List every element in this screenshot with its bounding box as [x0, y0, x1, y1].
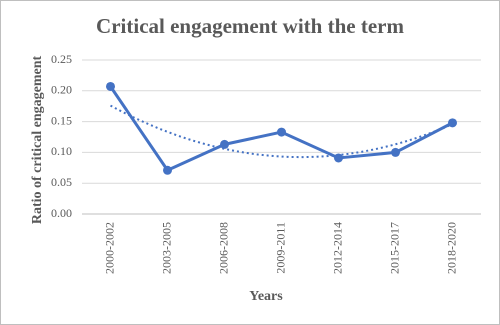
x-tick-label: 2000-2002	[102, 222, 116, 274]
data-point	[106, 81, 115, 91]
trendline	[110, 104, 453, 159]
data-point	[163, 165, 172, 175]
y-tick-label: 0.15	[51, 113, 72, 127]
x-tick-label: 2015-2017	[387, 222, 401, 274]
y-tick-label: 0.25	[51, 52, 72, 66]
data-point	[448, 118, 457, 128]
x-tick-label: 2009-2011	[273, 222, 287, 274]
data-point	[277, 127, 286, 137]
x-tick-label: 2018-2020	[444, 222, 458, 274]
data-point	[334, 153, 343, 163]
x-tick-label: 2012-2014	[330, 222, 344, 274]
x-tick-label: 2003-2005	[159, 222, 173, 274]
y-axis-title: Ratio of critical engagement	[30, 55, 45, 224]
chart-title: Critical engagement with the term	[96, 14, 404, 38]
y-tick-label: 0.05	[51, 175, 72, 189]
y-tick-label: 0.00	[51, 206, 72, 220]
y-tick-label: 0.20	[51, 83, 72, 97]
data-point	[391, 147, 400, 157]
x-tick-label: 2006-2008	[216, 222, 230, 274]
y-tick-label: 0.10	[51, 144, 72, 158]
data-point	[220, 139, 229, 149]
x-axis-title: Years	[249, 289, 283, 304]
